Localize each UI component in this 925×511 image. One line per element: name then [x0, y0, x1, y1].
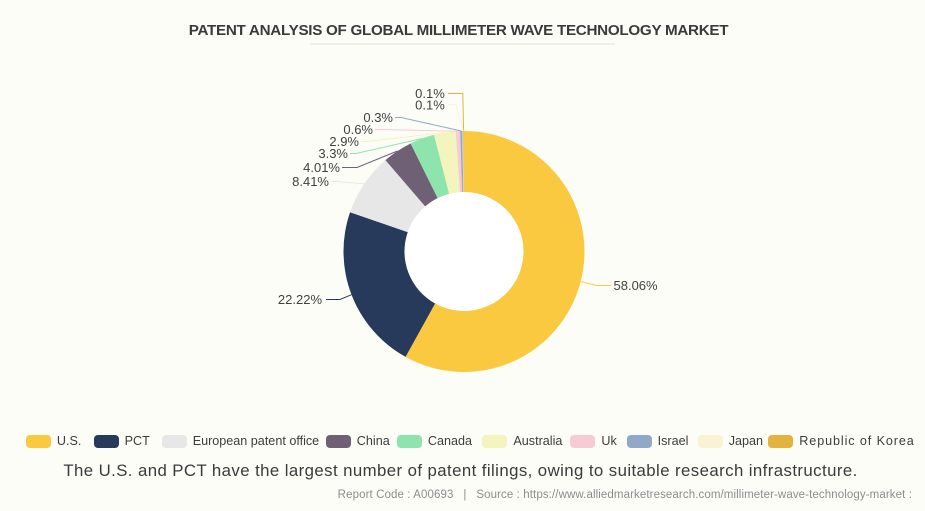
- svg-text:22.22%: 22.22%: [278, 292, 323, 307]
- svg-text:0.6%: 0.6%: [343, 122, 373, 137]
- svg-text:8.41%: 8.41%: [292, 174, 329, 189]
- svg-text:2.9%: 2.9%: [329, 134, 359, 149]
- svg-text:4.01%: 4.01%: [303, 160, 340, 175]
- svg-text:58.06%: 58.06%: [614, 278, 659, 293]
- svg-text:0.1%: 0.1%: [415, 86, 445, 101]
- svg-text:0.3%: 0.3%: [363, 110, 393, 125]
- svg-text:3.3%: 3.3%: [318, 146, 348, 161]
- svg-text:0.1%: 0.1%: [415, 98, 445, 113]
